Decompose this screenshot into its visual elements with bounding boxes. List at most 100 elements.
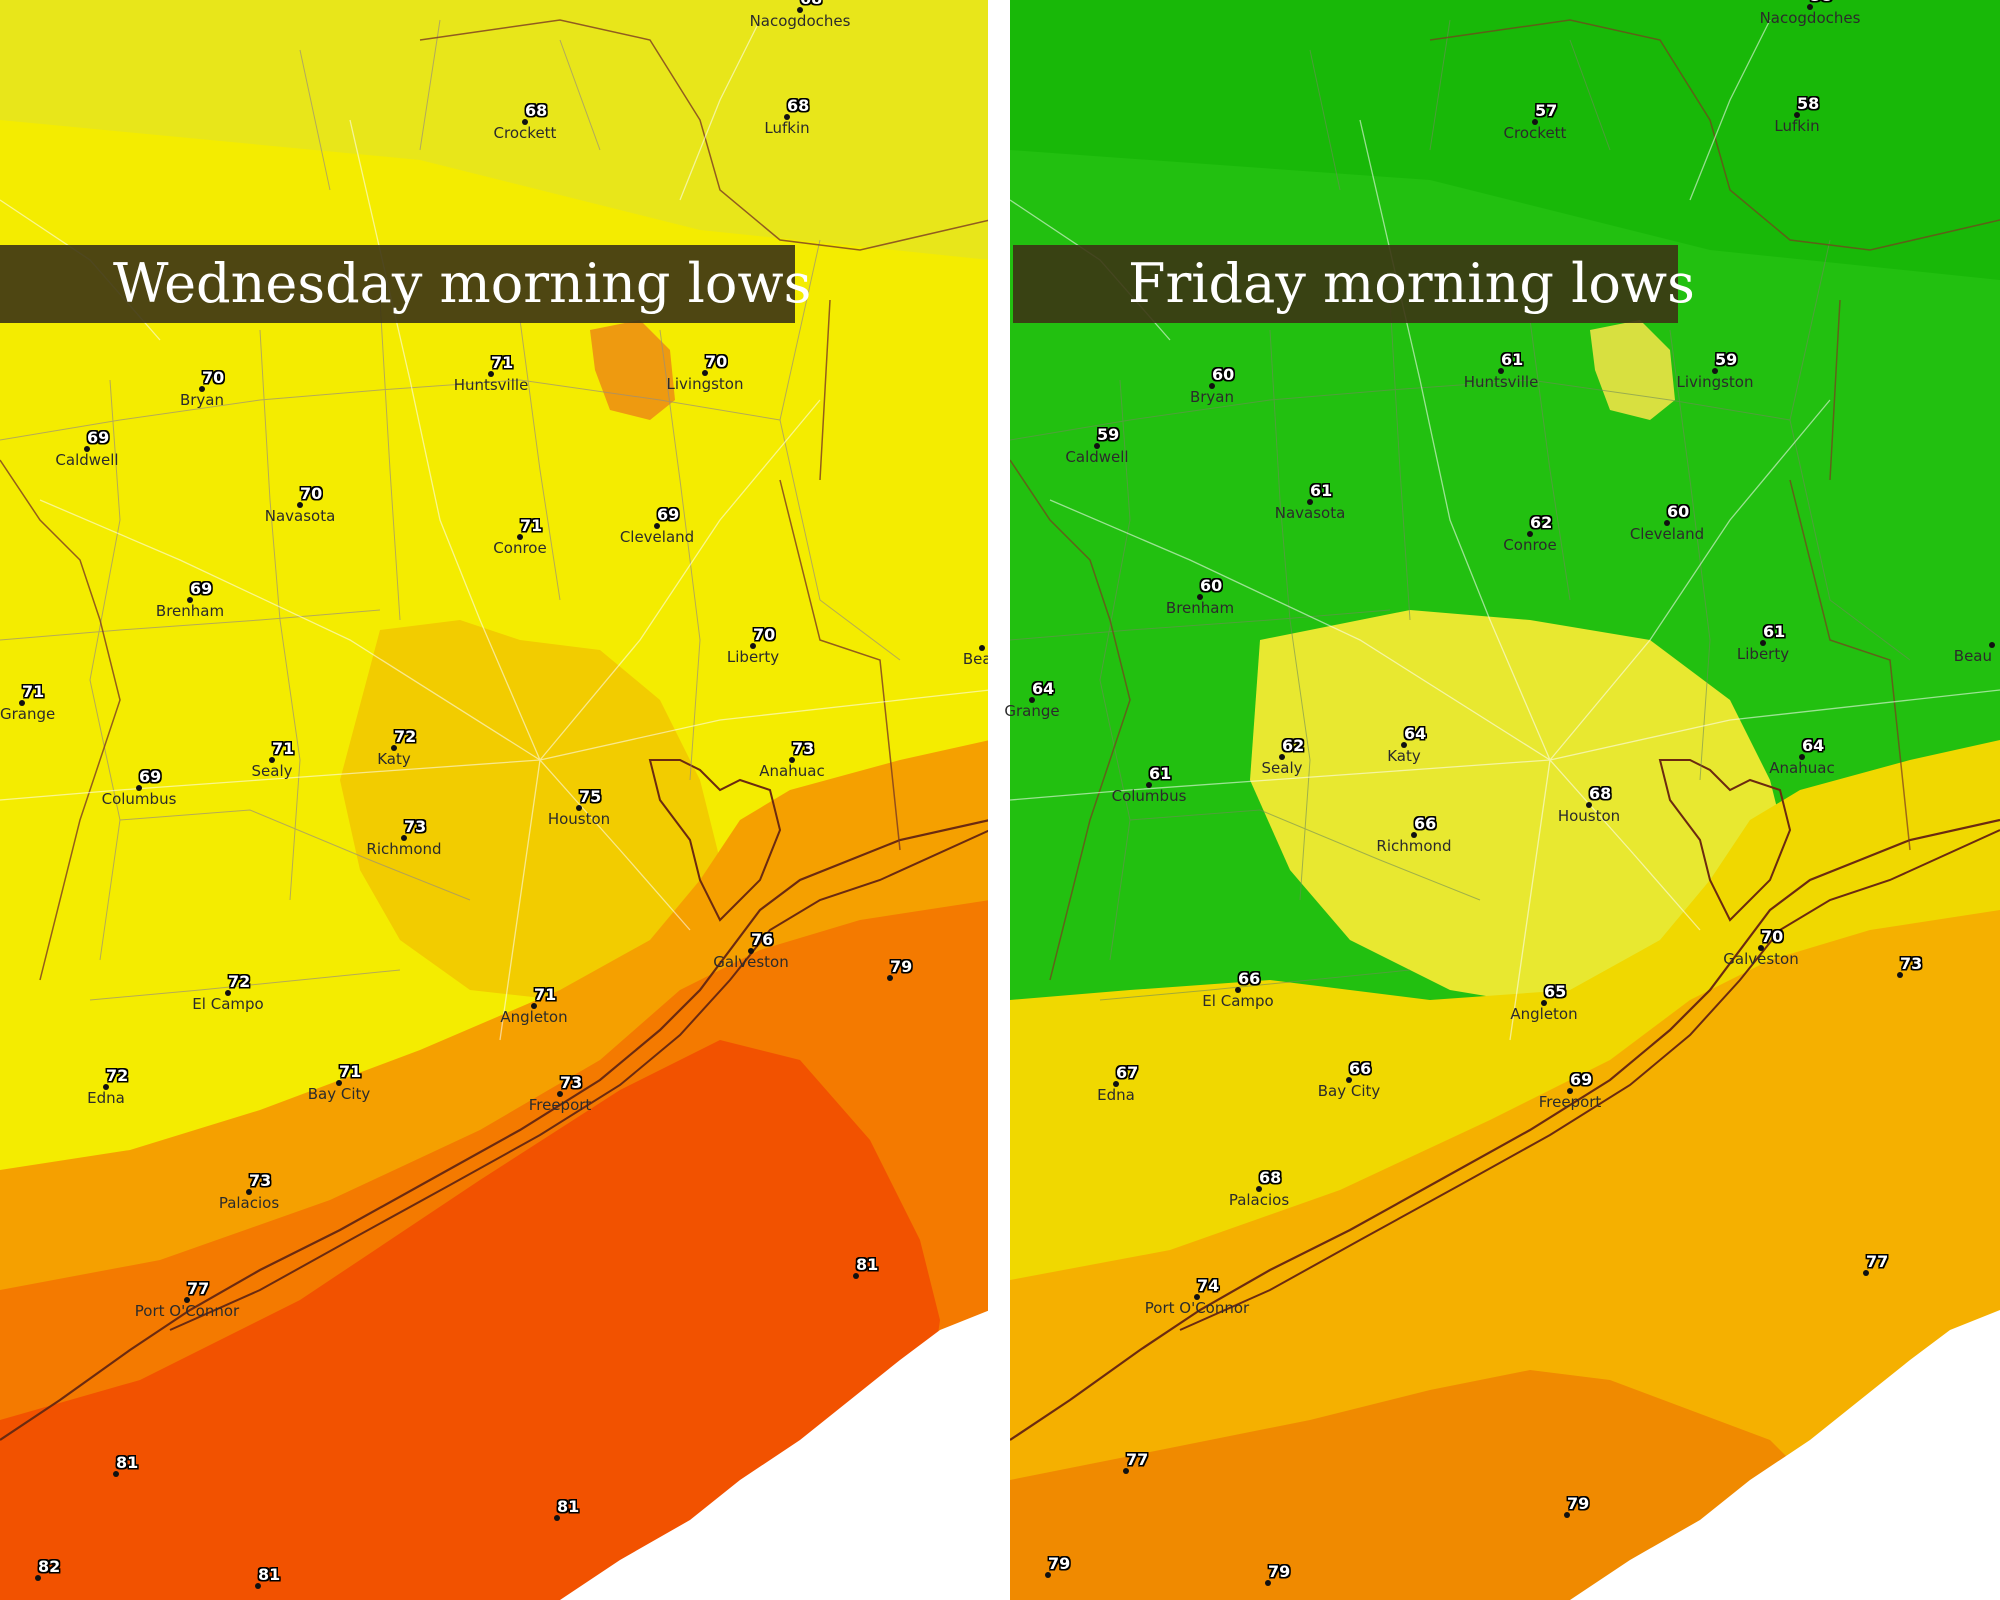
city-dot [1209, 383, 1215, 389]
temperature-value: 69 [190, 579, 213, 598]
city-dot [522, 119, 528, 125]
temperature-value: 81 [557, 1497, 580, 1516]
city-dot [1541, 1000, 1547, 1006]
city-dot [750, 643, 756, 649]
city-dot [1279, 754, 1285, 760]
temperature-value: 72 [394, 727, 417, 746]
city-dot [113, 1471, 119, 1477]
temperature-value: 73 [560, 1073, 583, 1092]
city-dot [654, 523, 660, 529]
city-dot [1113, 1081, 1119, 1087]
city-dot [255, 1583, 261, 1589]
city-name: Navasota [1274, 504, 1346, 522]
city-name: Beau [1953, 647, 1992, 665]
city-name: Bay City [1317, 1082, 1381, 1100]
city-name: Anahuac [759, 762, 825, 780]
city-warm-fill [1250, 610, 1790, 1010]
temperature-value: 79 [1268, 1562, 1291, 1581]
temperature-value: 61 [1501, 350, 1524, 369]
city-dot [1265, 1580, 1271, 1586]
city-dot [1401, 742, 1407, 748]
temperature-value: 68 [800, 0, 822, 8]
city-name: Edna [1097, 1086, 1135, 1104]
temperature-value: 59 [1715, 350, 1738, 369]
city-dot [979, 645, 985, 651]
label-warm-patch [590, 320, 675, 420]
north-fill [0, 0, 990, 260]
city-dot [35, 1575, 41, 1581]
city-dot [84, 446, 90, 452]
temperature-value: 81 [116, 1453, 139, 1472]
city-name: Edna [87, 1089, 125, 1107]
city-dot [1712, 368, 1718, 374]
city-dot [246, 1189, 252, 1195]
temperature-value: 79 [1567, 1494, 1590, 1513]
coastline [0, 818, 990, 1441]
city-name: Huntsville [1463, 373, 1539, 391]
temperature-value: 81 [856, 1255, 879, 1274]
city-name: Lufkin [764, 119, 810, 137]
gulf-near-fill [1010, 910, 2000, 1600]
temperature-value: 72 [106, 1066, 129, 1085]
temperature-value: 61 [1310, 481, 1333, 500]
temperature-value: 62 [1530, 513, 1553, 532]
city-dot [1989, 642, 1995, 648]
city-name: Bryan [179, 391, 225, 409]
temperature-value: 76 [751, 930, 774, 949]
temperature-value: 72 [228, 972, 251, 991]
temperature-value: 58 [1810, 0, 1832, 5]
temperature-value: 69 [139, 767, 162, 786]
galveston-bay-outline [648, 759, 782, 922]
city-dot [1307, 499, 1313, 505]
temperature-value: 64 [1802, 736, 1825, 755]
city-name: Freeport [528, 1096, 592, 1114]
city-name: Caldwell [1065, 448, 1129, 466]
friday-title-banner: Friday morning lows [1013, 245, 1695, 323]
temperature-value: 66 [1414, 814, 1437, 833]
city-dot [1256, 1186, 1262, 1192]
city-name: Freeport [1538, 1093, 1602, 1111]
temperature-value: 61 [1763, 622, 1786, 641]
temperature-value: 68 [1259, 1168, 1282, 1187]
city-dot [136, 785, 142, 791]
city-name: Cleveland [619, 528, 695, 546]
temperature-value: 64 [1032, 679, 1055, 698]
gulf-far-fill [0, 1040, 940, 1600]
city-dot [557, 1091, 563, 1097]
temperature-value: 77 [187, 1279, 210, 1298]
temperature-value: 77 [1866, 1252, 1889, 1271]
city-dot [1235, 987, 1241, 993]
city-name: Port O'Connor [134, 1302, 240, 1320]
city-name: Angleton [1510, 1005, 1578, 1023]
city-name: Conroe [1503, 536, 1557, 554]
wednesday-title: Wednesday morning lows [113, 252, 812, 315]
temperature-value: 61 [1149, 764, 1172, 783]
city-dot [401, 835, 407, 841]
temperature-value: 65 [1544, 982, 1567, 1001]
north-fill [1010, 0, 2000, 280]
temperature-value: 71 [491, 353, 514, 372]
city-dot [1664, 520, 1670, 526]
barrier-island [1179, 829, 2000, 1331]
city-dot [199, 386, 205, 392]
city-name: Grange [0, 705, 56, 723]
city-name: Columbus [101, 790, 177, 808]
temperature-value: 70 [300, 484, 323, 503]
city-name: Houston [547, 810, 611, 828]
city-name: El Campo [1202, 992, 1274, 1010]
temperature-value: 71 [22, 682, 45, 701]
city-dot [1123, 1468, 1129, 1474]
city-dot [1897, 972, 1903, 978]
city-dot [1029, 697, 1035, 703]
city-name: Lufkin [1774, 117, 1820, 135]
city-dot [517, 534, 523, 540]
city-name: Livingston [666, 375, 744, 393]
city-name: Grange [1004, 702, 1060, 720]
city-dot [1194, 1294, 1200, 1300]
county-lines [0, 19, 901, 1001]
city-dot [1799, 754, 1805, 760]
temperature-value: 71 [534, 985, 557, 1004]
city-name: Katy [377, 750, 411, 768]
no-data-area [560, 1310, 990, 1600]
